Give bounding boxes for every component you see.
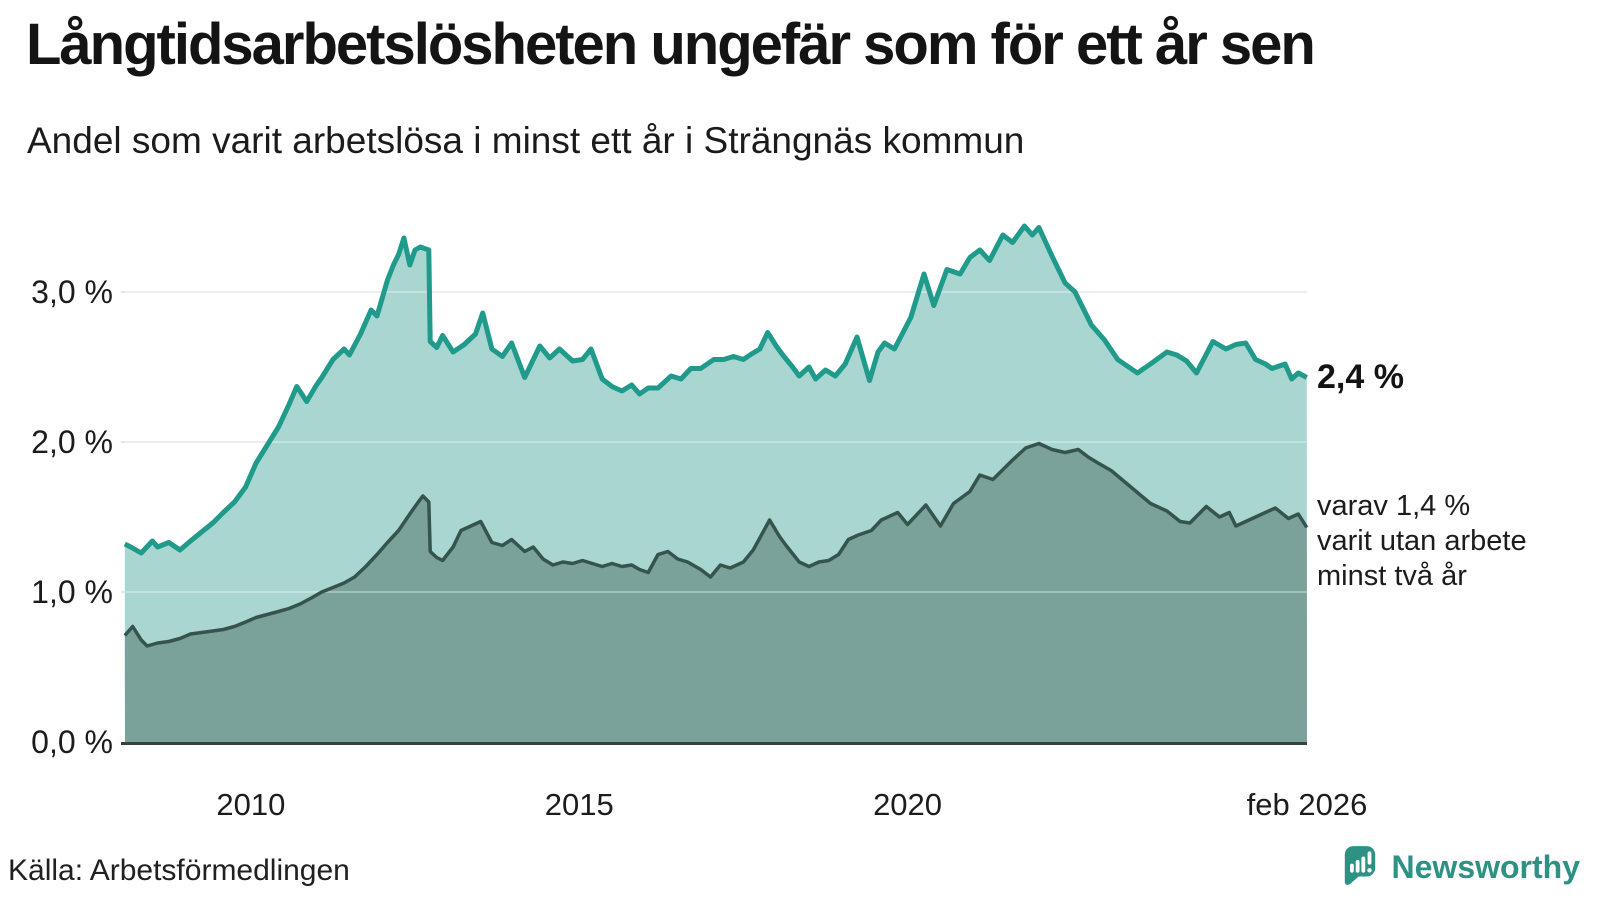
- chart-subtitle: Andel som varit arbetslösa i minst ett å…: [27, 120, 1025, 161]
- y-tick-label: 0,0 %: [31, 724, 113, 760]
- x-tick-label: 2020: [873, 787, 943, 822]
- y-tick-label: 3,0 %: [31, 274, 113, 310]
- x-tick-label: 2015: [544, 787, 614, 822]
- secondary-value-label-line: minst två år: [1317, 560, 1467, 592]
- chart-title: Långtidsarbetslösheten ungefär som för e…: [26, 12, 1316, 77]
- x-tick-label: 2010: [216, 787, 286, 822]
- area-fill-1: [124, 443, 1307, 742]
- newsworthy-brand-name: Newsworthy: [1391, 848, 1580, 885]
- newsworthy-logo-icon: [1344, 846, 1375, 885]
- y-tick-label: 2,0 %: [31, 424, 113, 460]
- series-line-0: [123, 223, 1308, 556]
- secondary-value-label-line: varav 1,4 %: [1317, 490, 1471, 522]
- series-line-1: [123, 441, 1309, 648]
- newsworthy-brand: Newsworthy: [1341, 844, 1580, 890]
- secondary-value-label: varav 1,4 % varit utan arbete minst två år: [1317, 489, 1527, 594]
- source-attribution: Källa: Arbetsförmedlingen: [8, 854, 350, 887]
- y-tick-label: 1,0 %: [31, 574, 113, 610]
- secondary-value-label-line: varit utan arbete: [1317, 525, 1527, 557]
- latest-value-label: 2,4 %: [1317, 358, 1404, 396]
- x-tick-label: feb 2026: [1246, 787, 1368, 822]
